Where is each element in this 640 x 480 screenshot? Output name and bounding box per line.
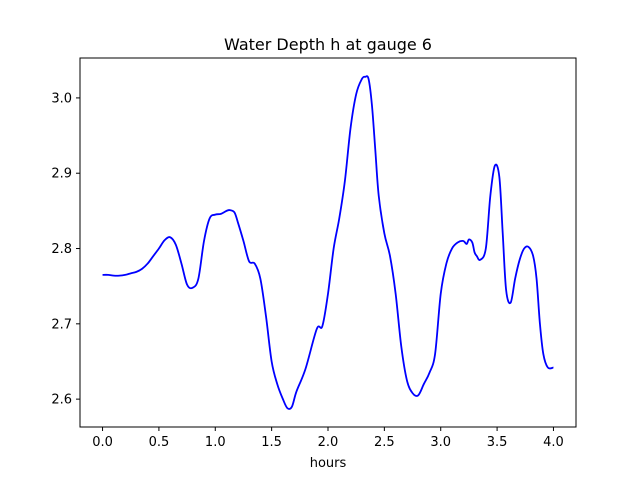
x-tick-label: 0.5 [149, 435, 170, 450]
plot-line-layer [102, 75, 554, 410]
y-tick-label: 2.7 [51, 317, 72, 332]
x-axis: 0.0 0.5 1.0 1.5 2.0 2.5 3.0 3.5 4.0 [92, 427, 564, 450]
chart-title: Water Depth h at gauge 6 [224, 35, 432, 54]
x-tick-label: 2.5 [374, 435, 395, 450]
x-tick-label: 0.0 [92, 435, 113, 450]
x-tick-label: 1.0 [205, 435, 226, 450]
x-tick-label: 3.0 [430, 435, 451, 450]
y-axis: 2.6 2.7 2.8 2.9 3.0 [51, 91, 80, 408]
x-tick-label: 2.0 [318, 435, 339, 450]
y-tick-label: 2.9 [51, 167, 72, 182]
x-tick-label: 3.5 [487, 435, 508, 450]
x-axis-label: hours [310, 456, 347, 471]
y-tick-label: 2.8 [51, 242, 72, 257]
x-tick-label: 1.5 [261, 435, 282, 450]
x-tick-label: 4.0 [543, 435, 564, 450]
y-tick-label: 3.0 [51, 91, 72, 106]
series-line [102, 75, 554, 410]
y-tick-label: 2.6 [51, 393, 72, 408]
